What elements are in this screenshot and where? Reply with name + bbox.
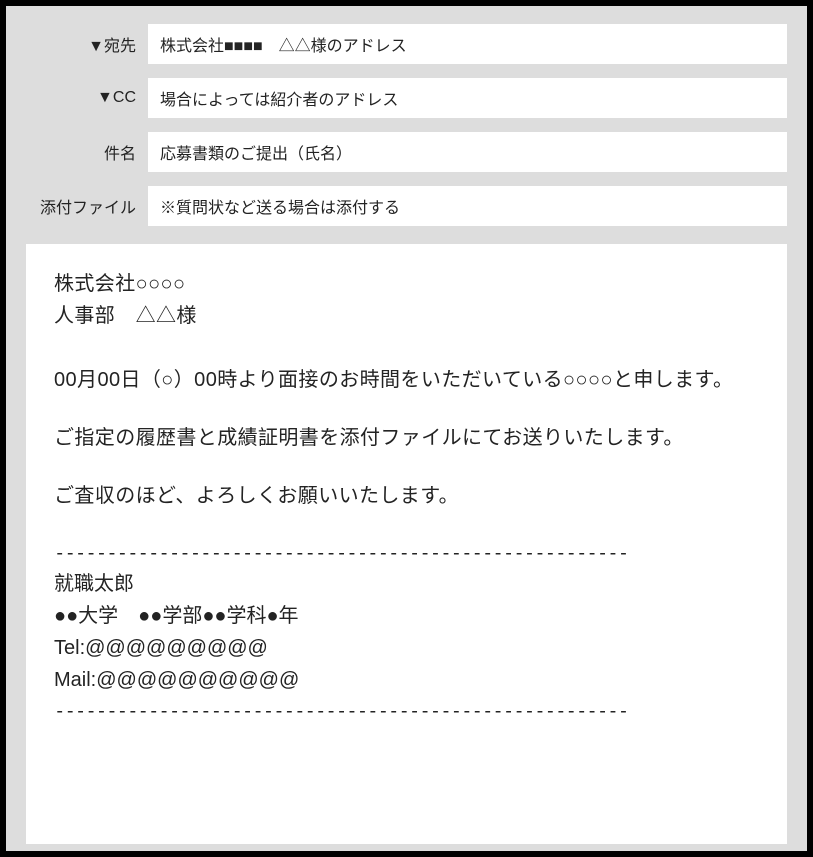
subject-input[interactable]: 応募書類のご提出（氏名） [148,132,787,172]
email-header: ▼宛先 株式会社■■■■ △△様のアドレス ▼CC 場合によっては紹介者のアドレ… [26,24,787,226]
spacer [54,332,759,364]
attachment-input[interactable]: ※質問状など送る場合は添付する [148,186,787,226]
spacer [54,512,759,538]
email-template-frame: ▼宛先 株式会社■■■■ △△様のアドレス ▼CC 場合によっては紹介者のアドレ… [0,0,813,857]
email-body[interactable]: 株式会社○○○○ 人事部 △△様 00月00日（○）00時より面接のお時間をいた… [26,244,787,844]
cc-input[interactable]: 場合によっては紹介者のアドレス [148,78,787,118]
intro-paragraph: 00月00日（○）00時より面接のお時間をいただいている○○○○と申します。 [54,364,759,396]
to-input[interactable]: 株式会社■■■■ △△様のアドレス [148,24,787,64]
to-row: ▼宛先 株式会社■■■■ △△様のアドレス [26,24,787,64]
signature-divider-top: ----------------------------------------… [54,538,759,568]
recipient-person: 人事部 △△様 [54,300,759,332]
closing-paragraph: ご査収のほど、よろしくお願いいたします。 [54,480,759,512]
subject-row: 件名 応募書類のご提出（氏名） [26,132,787,172]
spacer [54,454,759,480]
cc-label: ▼CC [26,89,148,107]
content-paragraph: ご指定の履歴書と成績証明書を添付ファイルにてお送りいたします。 [54,422,759,454]
spacer [54,396,759,422]
to-label: ▼宛先 [26,32,148,56]
signature-school: ●●大学 ●●学部●●学科●年 [54,600,759,632]
attachment-label: 添付ファイル [26,194,148,218]
signature-name: 就職太郎 [54,568,759,600]
signature-tel: Tel:@@@@@@@@@ [54,632,759,664]
recipient-company: 株式会社○○○○ [54,268,759,300]
attachment-row: 添付ファイル ※質問状など送る場合は添付する [26,186,787,226]
signature-divider-bottom: ----------------------------------------… [54,696,759,726]
subject-label: 件名 [26,140,148,164]
cc-row: ▼CC 場合によっては紹介者のアドレス [26,78,787,118]
signature-mail: Mail:@@@@@@@@@@ [54,664,759,696]
